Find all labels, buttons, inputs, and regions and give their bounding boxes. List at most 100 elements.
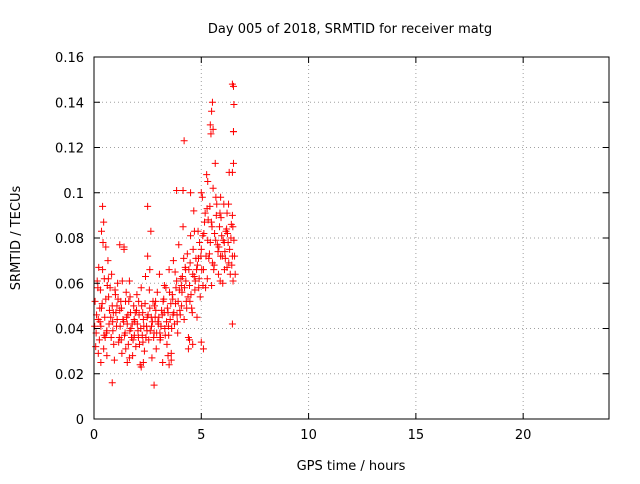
data-point — [118, 277, 126, 285]
x-tick-label: 20 — [515, 428, 532, 443]
data-point — [163, 318, 171, 326]
y-axis-label: SRMTID / TECUs — [9, 186, 24, 291]
data-point — [122, 297, 130, 305]
data-point — [108, 379, 116, 387]
data-point — [137, 325, 145, 332]
data-point — [218, 252, 226, 260]
data-point — [177, 282, 185, 290]
data-point — [144, 202, 152, 210]
data-point — [105, 320, 113, 328]
y-tick-label: 0.16 — [55, 51, 84, 66]
data-point — [187, 232, 195, 240]
grid — [94, 57, 609, 419]
data-point — [155, 270, 163, 278]
data-point — [189, 245, 197, 253]
data-point — [98, 227, 106, 235]
x-tick-label: 0 — [90, 428, 98, 443]
data-point — [173, 318, 181, 326]
data-point — [152, 345, 160, 353]
data-point — [105, 293, 113, 301]
data-point — [99, 266, 107, 274]
data-point — [214, 248, 222, 256]
data-point — [190, 207, 198, 215]
data-point — [135, 311, 143, 319]
data-point — [220, 239, 228, 247]
data-point — [107, 313, 115, 321]
x-axis-label: GPS time / hours — [297, 459, 406, 474]
data-point — [103, 352, 111, 360]
data-point — [141, 300, 149, 308]
chart-title: Day 005 of 2018, SRMTID for receiver mat… — [208, 22, 492, 37]
data-point — [180, 315, 188, 323]
data-point — [213, 200, 221, 208]
data-point — [173, 311, 181, 319]
data-point — [191, 286, 199, 294]
data-point — [210, 266, 218, 274]
data-point — [178, 272, 186, 280]
data-point — [227, 234, 235, 242]
data-point — [160, 309, 168, 317]
data-point — [100, 331, 108, 339]
data-point — [186, 297, 194, 305]
data-point — [95, 336, 103, 344]
data-point — [203, 171, 211, 179]
data-point — [112, 309, 120, 317]
data-point — [137, 363, 145, 371]
data-points — [91, 80, 239, 389]
data-point — [99, 239, 107, 247]
data-point — [126, 327, 134, 335]
data-point — [212, 211, 220, 219]
data-point — [183, 304, 191, 312]
data-point — [183, 250, 191, 258]
data-point — [96, 318, 104, 326]
data-point — [125, 354, 133, 362]
data-point — [186, 259, 194, 267]
y-tick-label: 0.02 — [55, 368, 84, 383]
data-point — [132, 343, 140, 351]
data-point — [103, 282, 111, 290]
data-point — [154, 318, 162, 326]
data-point — [111, 286, 119, 294]
data-point — [229, 128, 237, 136]
data-point — [173, 186, 181, 194]
data-point — [120, 331, 128, 339]
data-point — [147, 313, 155, 321]
data-point — [107, 334, 115, 342]
data-point — [216, 277, 224, 285]
data-point — [94, 284, 102, 292]
data-point — [223, 209, 231, 217]
data-point — [231, 270, 239, 278]
data-point — [124, 340, 132, 348]
data-point — [102, 243, 110, 251]
data-point — [150, 334, 158, 342]
data-point — [120, 318, 128, 326]
data-point — [156, 336, 164, 344]
data-point — [207, 130, 215, 138]
data-point — [171, 268, 179, 276]
y-tick-label: 0.12 — [55, 142, 84, 157]
data-point — [184, 293, 192, 301]
data-point — [139, 315, 147, 323]
data-point — [139, 358, 147, 366]
data-point — [225, 259, 233, 267]
data-point — [199, 345, 207, 353]
data-point — [105, 306, 113, 314]
y-tick-label: 0.1 — [63, 187, 84, 202]
data-point — [197, 245, 205, 253]
data-point — [196, 239, 204, 247]
data-point — [100, 345, 108, 353]
data-point — [96, 304, 104, 312]
y-tick-label: 0 — [76, 413, 84, 428]
data-point — [165, 361, 173, 369]
data-point — [148, 354, 156, 362]
data-point — [207, 218, 215, 226]
data-point — [147, 227, 155, 235]
data-point — [92, 343, 100, 351]
data-point — [211, 159, 219, 167]
data-point — [206, 239, 214, 247]
data-point — [185, 282, 193, 290]
data-point — [150, 381, 158, 389]
data-point — [109, 327, 117, 335]
